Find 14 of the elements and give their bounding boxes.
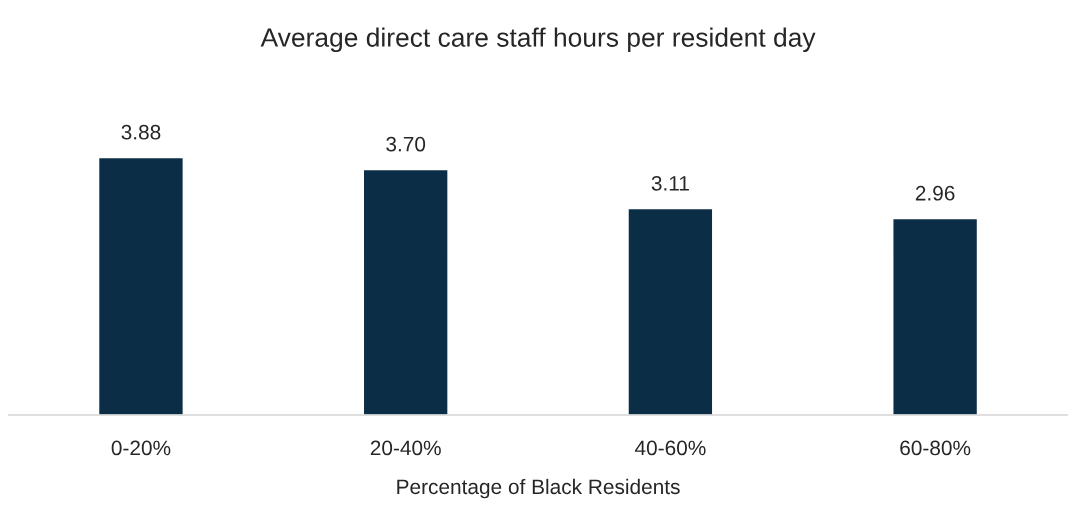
data-label: 2.96 bbox=[915, 185, 955, 201]
bar bbox=[627, 207, 714, 415]
bar bbox=[892, 217, 979, 415]
x-tick-label: 0-20% bbox=[111, 440, 171, 456]
x-tick-label: 20-40% bbox=[370, 440, 441, 456]
data-label: 3.88 bbox=[121, 124, 161, 140]
x-tick-label: 60-80% bbox=[900, 440, 971, 456]
chart-title: Average direct care staff hours per resident day bbox=[260, 27, 816, 53]
bar bbox=[362, 168, 449, 415]
x-tick-label: 40-60% bbox=[634, 440, 706, 456]
data-label: 3.11 bbox=[651, 175, 689, 191]
data-label: 3.70 bbox=[386, 136, 426, 152]
bar bbox=[97, 156, 185, 415]
x-axis-title: Percentage of Black Residents bbox=[397, 478, 680, 499]
